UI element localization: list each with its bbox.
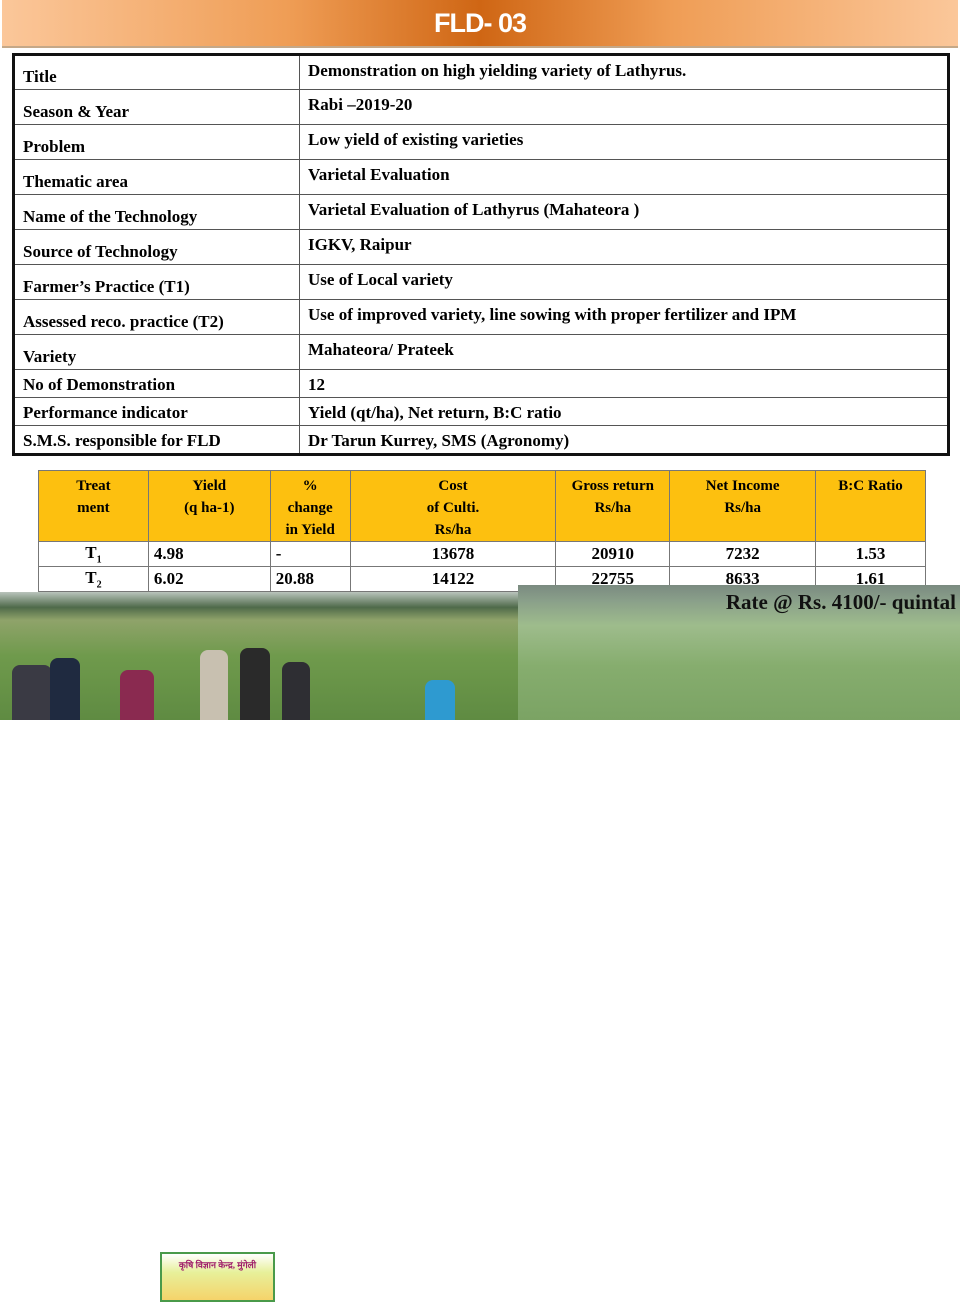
info-value: 12 [299, 369, 949, 398]
column-header: B:C Ratio [815, 470, 926, 542]
value-cell: 6.02 [147, 566, 271, 592]
header-line: ment [77, 500, 110, 516]
info-value: Demonstration on high yielding variety o… [299, 54, 949, 90]
info-value: Low yield of existing varieties [299, 124, 949, 160]
header-line: in Yield [285, 522, 335, 538]
info-value: Use of improved variety, line sowing wit… [299, 299, 949, 335]
info-row: Variety Mahateora/ Prateek [13, 334, 949, 370]
info-label: Problem [13, 124, 300, 160]
column-header: Gross return Rs/ha [555, 470, 671, 542]
info-label: Name of the Technology [13, 194, 300, 230]
value-cell: - [269, 541, 351, 567]
info-value: Dr Tarun Kurrey, SMS (Agronomy) [299, 425, 949, 455]
info-label: S.M.S. responsible for FLD [13, 425, 300, 455]
info-row: S.M.S. responsible for FLD Dr Tarun Kurre… [13, 425, 949, 455]
info-label: Title [13, 54, 300, 90]
header-line: Rs/ha [594, 500, 632, 516]
info-label: Season & Year [13, 89, 300, 125]
field-group-photo: कृषि विज्ञान केन्द्र, मुंगेली [0, 592, 518, 1302]
column-header: Net Income Rs/ha [669, 470, 817, 542]
column-header: Yield (q ha-1) [147, 470, 271, 542]
info-row: No of Demonstration 12 [13, 369, 949, 398]
rate-text: Rate @ Rs. 4100/- quintal [725, 590, 956, 614]
info-row: Farmer’s Practice (T1) Use of Local varie… [13, 264, 949, 300]
treatment-cell: T2 [38, 566, 149, 592]
info-value: Rabi –2019-20 [299, 89, 949, 125]
column-header: % change in Yield [269, 470, 351, 542]
info-label: Assessed reco. practice (T2) [13, 299, 300, 335]
value-cell: 1.53 [815, 541, 926, 567]
header-line: Treat [76, 478, 111, 494]
info-value: Yield (qt/ha), Net return, B:C ratio [299, 397, 949, 426]
value-cell: 7232 [669, 541, 817, 567]
header-line: (q ha-1) [184, 500, 235, 516]
header-line: Yield [192, 478, 227, 494]
performance-table: Treat ment Yield (q ha-1)% change in Yield Cos… [38, 470, 926, 592]
treatment-cell: T1 [38, 541, 149, 567]
header-line: change [287, 500, 333, 516]
value-cell: 20.88 [269, 566, 351, 592]
table-row: T2 6.02 20.88 14122 22755 8633 1.61 [38, 566, 926, 592]
header-line: of Culti. [426, 500, 480, 516]
info-label: No of Demonstration [13, 369, 300, 398]
info-value: IGKV, Raipur [299, 229, 949, 265]
info-row: Thematic area Varietal Evaluation [13, 159, 949, 195]
info-label: Source of Technology [13, 229, 300, 265]
value-cell: 13678 [349, 541, 557, 567]
info-row: Source of Technology IGKV, Raipur [13, 229, 949, 265]
info-value: Mahateora/ Prateek [299, 334, 949, 370]
info-row: Problem Low yield of existing varieties [13, 124, 949, 160]
info-value: Varietal Evaluation of Lathyrus (Mahateo… [299, 194, 949, 230]
header-line: Rs/ha [434, 522, 472, 538]
value-cell: 20910 [555, 541, 671, 567]
column-header: Cost of Culti. Rs/ha [349, 470, 557, 542]
kvk-banner: कृषि विज्ञान केन्द्र, मुंगेली [160, 1252, 275, 1302]
header-line: % [302, 478, 318, 494]
title-banner: FLD- 03 [2, 0, 958, 48]
info-row: Performance indicator Yield (qt/ha), Net… [13, 397, 949, 426]
field-crop-photo [518, 585, 960, 720]
info-label: Performance indicator [13, 397, 300, 426]
table-row: T1 4.98-13678 20910 7232 1.53 [38, 541, 926, 567]
info-row: Season & Year Rabi –2019-20 [13, 89, 949, 125]
slide-title: FLD- 03 [433, 7, 527, 38]
banner-text: कृषि विज्ञान केन्द्र, मुंगेली [178, 1260, 257, 1270]
header-line: B:C Ratio [838, 478, 903, 494]
info-row: Assessed reco. practice (T2) Use of impro… [13, 299, 949, 335]
info-row: Title Demonstration on high yielding vari… [13, 54, 949, 90]
header-line: Net Income [705, 478, 780, 494]
fld-info-table: Title Demonstration on high yielding vari… [12, 53, 950, 456]
column-header: Treat ment [38, 470, 149, 542]
info-value: Varietal Evaluation [299, 159, 949, 195]
header-line: Gross return [571, 478, 654, 494]
value-cell: 4.98 [147, 541, 271, 567]
info-label: Variety [13, 334, 300, 370]
header-line: Cost [438, 478, 468, 494]
info-value: Use of Local variety [299, 264, 949, 300]
info-label: Thematic area [13, 159, 300, 195]
info-label: Farmer’s Practice (T1) [13, 264, 300, 300]
header-line: Rs/ha [724, 500, 761, 516]
info-row: Name of the Technology Varietal Evaluatio… [13, 194, 949, 230]
